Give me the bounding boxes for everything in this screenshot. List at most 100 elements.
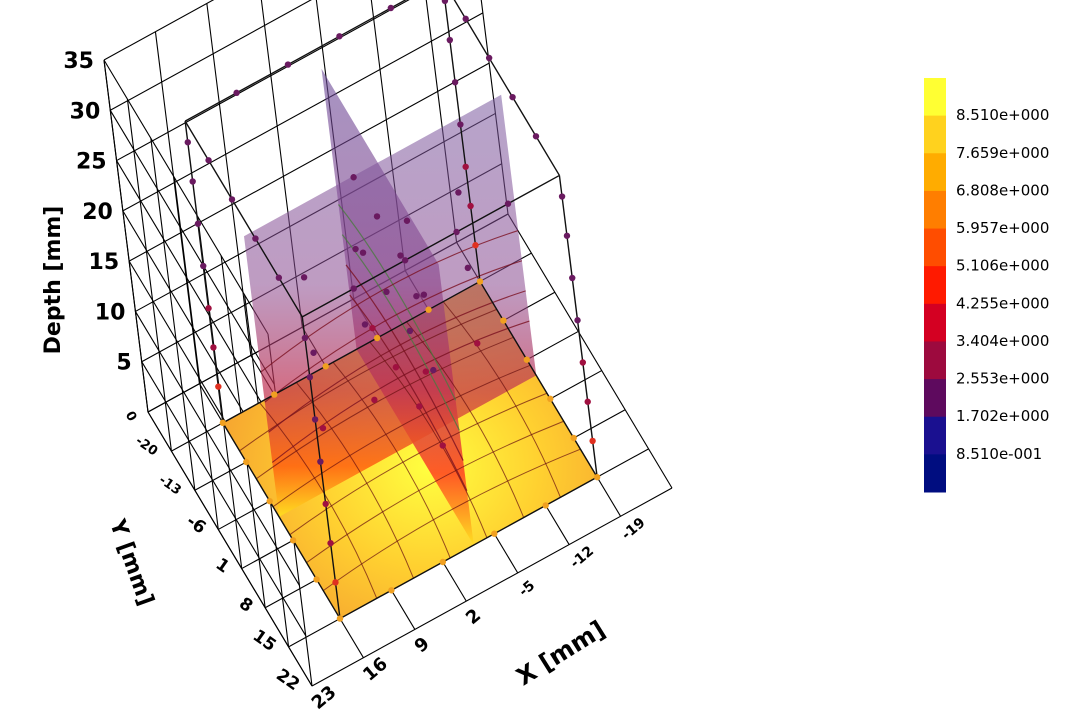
- colorbar-label: 1.702e+000: [956, 407, 1049, 425]
- data-point: [184, 139, 191, 146]
- data-point: [462, 15, 469, 23]
- y-tick-label: 1: [212, 554, 233, 577]
- y-tick-label: 15: [249, 626, 280, 656]
- left-wall-grid-line: [147, 411, 313, 687]
- data-point: [300, 274, 308, 281]
- z-axis-label: Depth [mm]: [41, 206, 66, 355]
- data-point: [558, 193, 566, 200]
- data-point: [301, 334, 309, 342]
- left-wall-grid-line: [103, 59, 269, 335]
- data-point: [563, 232, 571, 239]
- data-point: [252, 235, 259, 242]
- data-point: [371, 396, 378, 404]
- x-tick-label: -19: [619, 515, 649, 544]
- left-wall-grid-line: [141, 361, 307, 636]
- z-tick-label: 0: [122, 409, 140, 424]
- data-point: [359, 249, 367, 256]
- back-wall-grid-line: [116, 0, 410, 162]
- z-tick-label: 20: [82, 200, 113, 225]
- left-wall-grid-line: [134, 311, 300, 586]
- data-point: [189, 178, 196, 185]
- box-edge: [301, 174, 560, 318]
- data-point: [547, 395, 554, 403]
- back-wall-grid-line: [154, 31, 200, 384]
- data-point: [420, 291, 428, 298]
- x-axis-label: X [mm]: [511, 615, 610, 691]
- data-point: [336, 33, 343, 40]
- data-point: [350, 285, 357, 292]
- y-tick-label: -13: [156, 473, 184, 499]
- left-wall-grid-line: [150, 138, 196, 491]
- data-point: [319, 424, 327, 432]
- back-wall-grid-line: [128, 62, 490, 262]
- slice-walls: [244, 68, 537, 546]
- data-point: [416, 403, 423, 410]
- box-edge: [184, 0, 407, 122]
- data-point: [194, 220, 202, 227]
- data-point: [425, 306, 432, 313]
- data-point: [361, 321, 369, 328]
- data-point: [284, 61, 292, 68]
- data-point: [243, 458, 250, 466]
- colorbar-segment: [924, 78, 946, 117]
- colorbar-segment: [924, 190, 946, 230]
- box-edge: [184, 120, 303, 318]
- data-points: [184, 0, 601, 622]
- z-tick-label: 15: [89, 250, 120, 275]
- data-point: [322, 500, 329, 508]
- left-wall-grid-line: [116, 160, 282, 435]
- colorbar-label: 7.659e+000: [956, 144, 1049, 162]
- data-point: [485, 54, 493, 62]
- back-wall-grid-line: [206, 3, 252, 356]
- data-point: [205, 305, 212, 312]
- data-point: [509, 93, 516, 101]
- data-point: [210, 344, 217, 351]
- z-tick-labels: 0 5 10 15 20 25 30 35: [63, 49, 139, 424]
- data-point: [387, 4, 395, 12]
- colorbar-labels: 8.510e+000 7.659e+000 6.808e+000 5.957e+000…: [956, 106, 1049, 463]
- data-point: [205, 157, 212, 164]
- data-point: [406, 327, 414, 335]
- box-edge: [222, 280, 481, 424]
- data-point: [306, 374, 314, 381]
- colorbar: [924, 78, 946, 493]
- box-edge: [222, 422, 341, 619]
- colorbar-segment: [924, 341, 946, 380]
- data-point: [397, 252, 404, 259]
- data-point: [542, 502, 549, 509]
- box-edge: [301, 316, 341, 619]
- data-point: [373, 213, 381, 220]
- data-point: [574, 317, 581, 324]
- data-point: [439, 442, 446, 449]
- data-point: [523, 356, 531, 363]
- x-tick-label: -12: [567, 543, 597, 572]
- contour-line: [271, 320, 530, 463]
- data-point: [491, 530, 498, 537]
- colorbar-segment: [924, 303, 946, 342]
- data-point: [589, 437, 596, 445]
- data-point: [570, 434, 577, 442]
- data-point: [317, 458, 324, 465]
- data-point: [504, 200, 512, 207]
- data-point: [233, 89, 240, 97]
- left-wall-grid-line: [109, 110, 275, 385]
- data-point: [392, 364, 400, 371]
- colorbar-label: 4.255e+000: [956, 294, 1049, 312]
- data-point: [430, 366, 437, 374]
- x-slice-wall: [244, 94, 537, 517]
- data-point: [593, 473, 601, 481]
- data-point: [350, 174, 357, 181]
- data-point: [413, 292, 420, 300]
- box-edge: [479, 281, 598, 478]
- z-tick-label: 30: [70, 99, 101, 124]
- data-point: [289, 537, 297, 544]
- box-edge: [453, 0, 561, 176]
- data-point: [275, 274, 283, 281]
- x-tick-label: 9: [411, 633, 434, 657]
- x-tick-label: -5: [516, 578, 538, 600]
- data-point: [373, 334, 381, 342]
- back-wall-grid-line: [110, 0, 312, 111]
- colorbar-segment: [924, 266, 946, 305]
- contour-line: [306, 420, 564, 564]
- data-point: [446, 36, 454, 44]
